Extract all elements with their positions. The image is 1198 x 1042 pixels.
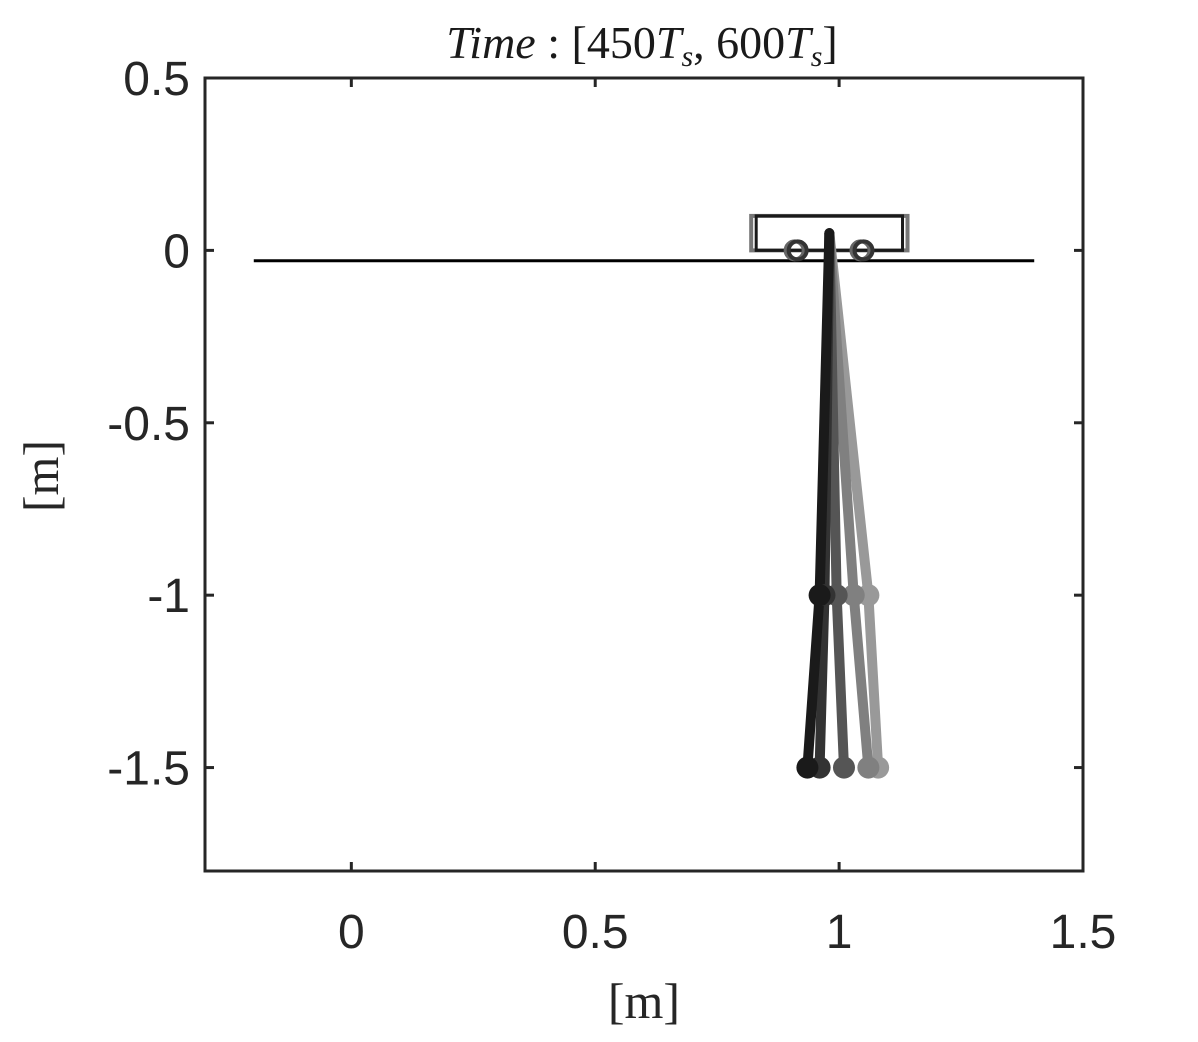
- chart-title: Time : [450Ts, 600Ts]: [446, 17, 837, 73]
- y-axis-label: [m]: [13, 440, 69, 512]
- pendulum-joint-4: [808, 584, 831, 607]
- pendulum-tip-2: [832, 756, 855, 779]
- x-tick-label-1: 0.5: [562, 906, 629, 959]
- cart-wheel-0: [786, 239, 809, 262]
- pendulum-tip-1: [857, 756, 880, 779]
- x-axis-label: [m]: [608, 973, 680, 1029]
- pendulum-lower-link-3: [814, 590, 830, 773]
- x-tick-label-3: 1.5: [1050, 906, 1117, 959]
- axes-box: [203, 76, 1085, 873]
- x-tick-label-2: 1: [826, 906, 853, 959]
- pendulum-lower-link-4: [802, 590, 825, 773]
- y-tick-label-4: -1.5: [107, 743, 190, 796]
- pendulum-upper-link-4: [814, 228, 835, 601]
- ticks: 0 0.5 1 1.5 0.5 0 -0.5 -1 -1.5: [107, 53, 1116, 959]
- x-tick-label-0: 0: [338, 906, 365, 959]
- pendulum-lower-link-2: [831, 590, 849, 773]
- plot-area: [253, 213, 1035, 779]
- y-tick-label-3: -1: [147, 570, 190, 623]
- y-tick-label-0: 0.5: [123, 53, 190, 106]
- pendulum-joint-1: [842, 584, 865, 607]
- pendulum-lower-link-0: [863, 590, 884, 773]
- pendulum-lower-link-1: [848, 590, 874, 773]
- pendulum-tip-4: [796, 756, 819, 779]
- y-tick-label-1: 0: [163, 225, 190, 278]
- y-tick-label-2: -0.5: [107, 398, 190, 451]
- cart-wheel-1: [852, 239, 875, 262]
